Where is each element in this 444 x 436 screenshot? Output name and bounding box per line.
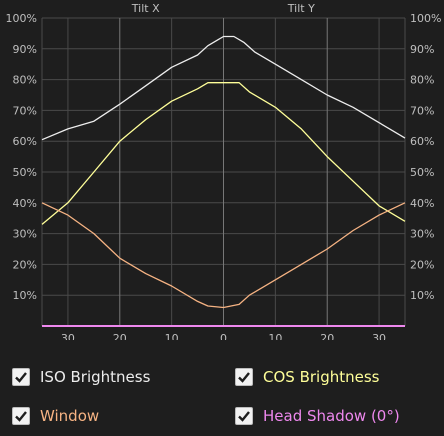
y-tick-label-left: 60% — [13, 135, 37, 148]
tilt-brightness-chart: 10% 10% 20% 20% 30% 30% 40% 40% 50% 50% 60% 60% 70% 7… — [6, 2, 442, 340]
y-tick-label-left: 70% — [13, 104, 37, 117]
legend-iso-brightness[interactable]: ISO Brightness — [12, 366, 150, 388]
window-checkbox[interactable] — [12, 407, 30, 425]
y-tick-label-left: 30% — [13, 228, 37, 241]
iso-checkbox[interactable] — [12, 368, 30, 386]
legend-label-window: Window — [40, 407, 100, 425]
legend-window[interactable]: Window — [12, 405, 99, 427]
y-tick-label-left: 10% — [13, 289, 37, 302]
series-cos-brightness — [41, 82, 406, 225]
x-tick-label: 20 — [320, 332, 334, 340]
tilt-y-label: Tilt Y — [287, 2, 315, 15]
x-tick-label: 20 — [113, 332, 127, 340]
y-tick-label-right: 60% — [410, 135, 434, 148]
y-tick-label-left: 80% — [13, 74, 37, 87]
y-tick-label-left: 50% — [13, 166, 37, 179]
y-tick-label-right: 20% — [410, 258, 434, 271]
y-tick-label-left: 90% — [13, 43, 37, 56]
series-window — [41, 202, 406, 309]
y-tick-label-right: 100% — [410, 12, 441, 25]
y-tick-label-right: 50% — [410, 166, 434, 179]
y-tick-label-right: 80% — [410, 74, 434, 87]
checkmark-icon — [238, 411, 250, 422]
checkmark-icon — [238, 372, 250, 383]
y-tick-label-right: 30% — [410, 228, 434, 241]
tilt-x-label: Tilt X — [131, 2, 160, 15]
legend-head-shadow[interactable]: Head Shadow (0°) — [235, 405, 400, 427]
x-tick-label: 10 — [165, 332, 179, 340]
y-tick-label-right: 70% — [410, 104, 434, 117]
legend-label-cos: COS Brightness — [263, 368, 380, 386]
y-tick-label-right: 40% — [410, 197, 434, 210]
y-tick-label-right: 10% — [410, 289, 434, 302]
x-tick-label: 10 — [268, 332, 282, 340]
series-iso-brightness — [41, 35, 406, 141]
checkmark-icon — [15, 372, 27, 383]
cos-checkbox[interactable] — [235, 368, 253, 386]
legend-cos-brightness[interactable]: COS Brightness — [235, 366, 379, 388]
y-tick-label-left: 20% — [13, 258, 37, 271]
legend-label-iso: ISO Brightness — [40, 368, 151, 386]
legend-label-head-shadow: Head Shadow (0°) — [263, 407, 400, 425]
y-tick-label-left: 40% — [13, 197, 37, 210]
checkmark-icon — [15, 411, 27, 422]
y-tick-label-right: 90% — [410, 43, 434, 56]
x-tick-label: 30 — [372, 332, 386, 340]
y-tick-label-left: 100% — [6, 12, 37, 25]
x-tick-label: 30 — [61, 332, 75, 340]
head-shadow-checkbox[interactable] — [235, 407, 253, 425]
x-tick-label: 0 — [220, 332, 227, 340]
